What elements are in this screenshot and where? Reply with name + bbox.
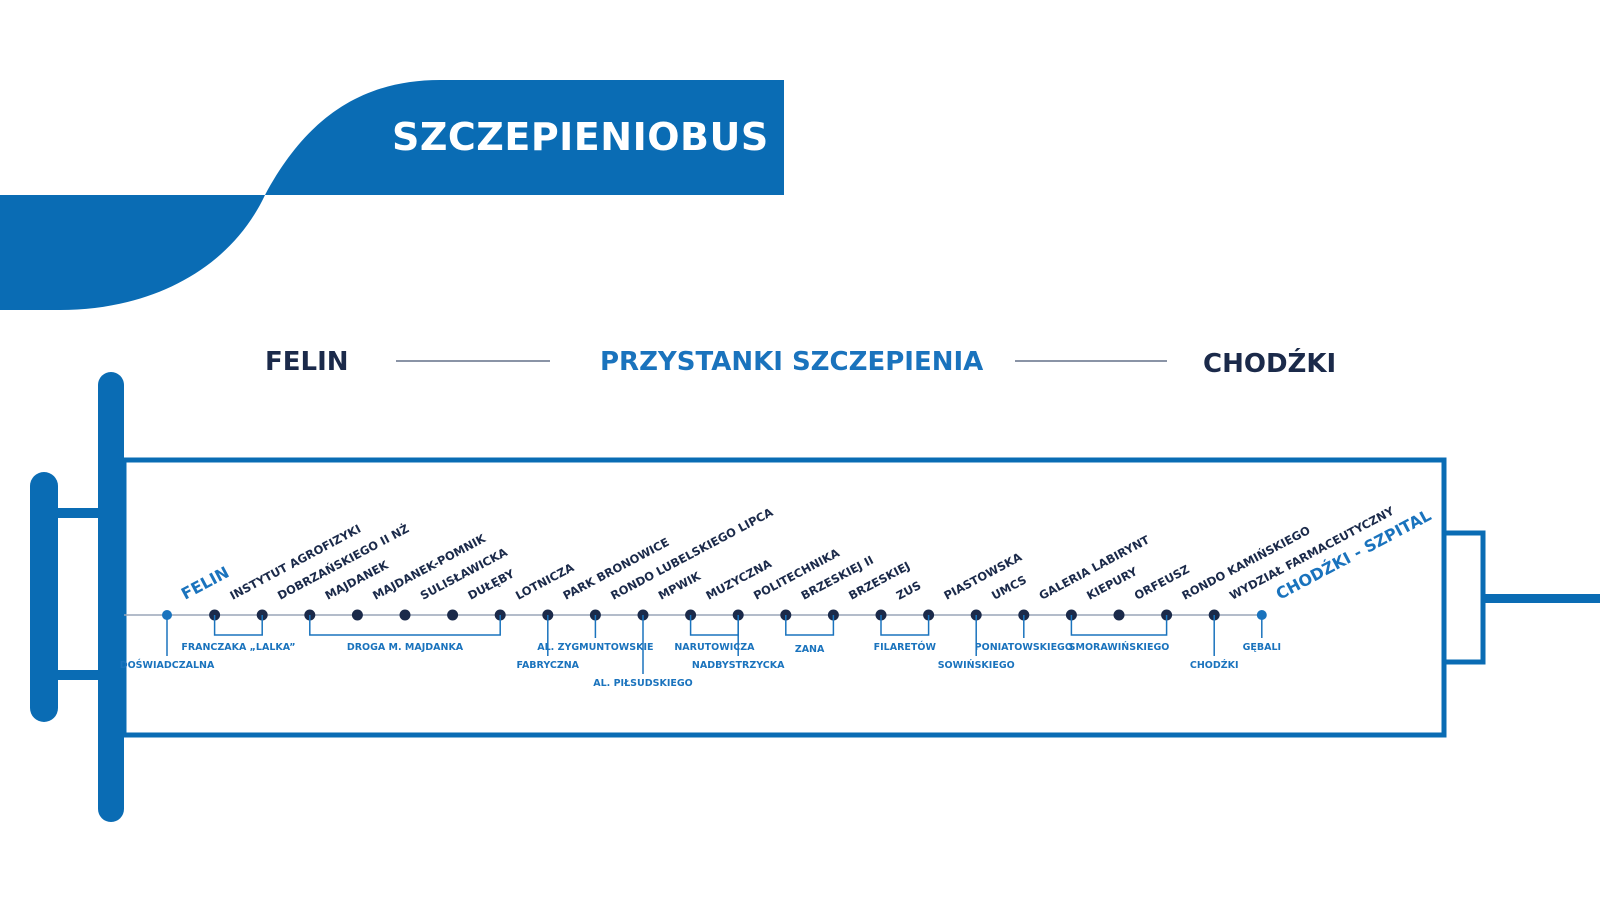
stop-label: PIASTOWSKA bbox=[941, 550, 1024, 603]
streets-layer: DOŚWIADCZALNA FRANCZAKA „LALKA” DROGA M. M… bbox=[120, 615, 1281, 689]
stop-dot bbox=[351, 609, 363, 621]
street-bracket bbox=[213, 615, 263, 636]
banner-title: SZCZEPIENIOBUS bbox=[392, 115, 769, 159]
street-bracket bbox=[880, 615, 930, 636]
street-label: GĘBALI bbox=[1243, 642, 1281, 653]
syringe-barrel bbox=[121, 457, 1447, 738]
street-label: ZANA bbox=[795, 644, 825, 655]
syringe-plunger-thumb bbox=[30, 472, 58, 722]
title-banner bbox=[0, 80, 784, 310]
stop-label: FELIN bbox=[178, 563, 232, 604]
street-label: PONIATOWSKIEGO bbox=[975, 642, 1073, 653]
stop-dot bbox=[399, 609, 411, 621]
header-destination: CHODŹKI bbox=[1203, 347, 1336, 379]
street-label: FABRYCZNA bbox=[517, 660, 580, 671]
street-bracket bbox=[689, 615, 739, 636]
street-bracket bbox=[1070, 615, 1168, 636]
stop-dot bbox=[447, 609, 459, 621]
street-label: SOWIŃSKIEGO bbox=[938, 659, 1015, 671]
street-label: AL. ZYGMUNTOWSKIE bbox=[537, 642, 653, 653]
header-origin: FELIN bbox=[265, 347, 349, 377]
street-label: DOŚWIADCZALNA bbox=[120, 659, 215, 671]
syringe-needle bbox=[1483, 594, 1600, 603]
street-label: NADBYSTRZYCKA bbox=[692, 660, 785, 671]
street-label: SMORAWIŃSKIEGO bbox=[1069, 641, 1170, 653]
header-center-title: PRZYSTANKI SZCZEPIENIA bbox=[600, 347, 983, 377]
stop-dot bbox=[1113, 609, 1125, 621]
street-label: NARUTOWICZA bbox=[674, 642, 755, 653]
street-label: FRANCZAKA „LALKA” bbox=[181, 642, 295, 653]
syringe-plunger-rod-bottom bbox=[55, 670, 105, 680]
street-bracket bbox=[309, 615, 501, 636]
syringe-hub bbox=[1444, 530, 1486, 665]
stop-label: ZUS bbox=[894, 578, 924, 603]
street-label: AL. PIŁSUDSKIEGO bbox=[593, 678, 692, 689]
street-label: CHODŹKI bbox=[1190, 659, 1239, 671]
syringe-plunger-rod-top bbox=[55, 508, 105, 518]
street-label: FILARETÓW bbox=[874, 641, 937, 653]
syringe-graphic bbox=[30, 372, 1600, 822]
street-label: DROGA M. MAJDANKA bbox=[347, 642, 464, 653]
syringe-flange bbox=[98, 372, 124, 822]
street-bracket bbox=[785, 615, 835, 636]
